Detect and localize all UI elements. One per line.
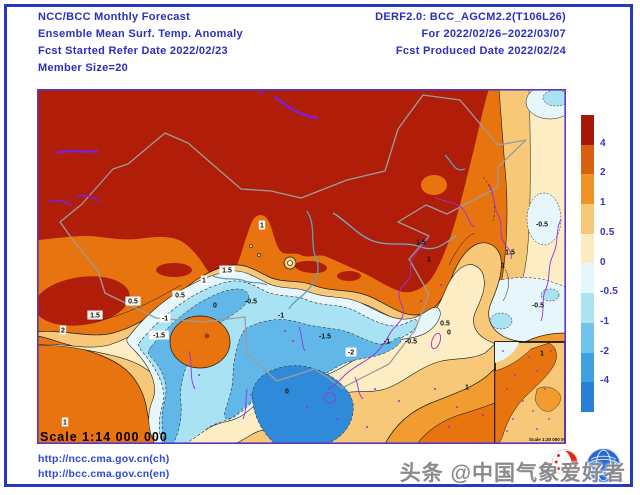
colorbar: 4 2 1 0.5 0 -0.5 -1 -2 -4	[581, 115, 640, 415]
watermark-text: 头条 @中国气象爱好者	[399, 462, 626, 485]
contour-strokes	[96, 232, 509, 322]
coastline-purple	[188, 183, 562, 420]
contour-label: 0	[447, 330, 451, 337]
contour-label-box	[149, 330, 169, 340]
colorbar-tick-label: 2	[600, 167, 606, 179]
contour-label-box	[125, 296, 141, 306]
colorbar-tick-label: -2	[600, 345, 610, 357]
contour-label: -1.5	[153, 333, 165, 340]
contour-labels: 0.511.510.51.52-1-1.5-0.50-1-1.5-2-1 -0.5…	[59, 220, 548, 427]
contour-label: 0	[285, 389, 289, 396]
contour-label-box	[219, 265, 235, 275]
contour-label-box	[258, 220, 266, 230]
colorbar-tick-label: 4	[600, 137, 606, 149]
colorbar-segment	[581, 263, 594, 294]
header-line: For 2022/02/26–2022/03/07	[421, 28, 566, 40]
contour-label-box	[61, 417, 69, 427]
province-dots	[198, 284, 484, 428]
contour-label: 0.5	[440, 321, 450, 328]
contour-label-box	[345, 347, 357, 357]
contour-label: 0.5	[128, 299, 138, 306]
zone-interior-patches	[169, 244, 297, 369]
contour-label: -0.5	[405, 339, 417, 346]
colorbar-segment	[581, 144, 594, 175]
contour-label: -1	[384, 339, 390, 346]
colorbar-tick-label: 0.5	[600, 226, 615, 238]
contour-label-box	[172, 290, 188, 300]
contour-label: 0	[213, 303, 217, 310]
map-svg: Scale 1:30 000 000 0.511.510.51.52-1-1.5…	[37, 89, 566, 444]
header-line: Member Size=20	[38, 62, 129, 74]
zone-east-sea	[472, 89, 566, 356]
header-left: NCC/BCC Monthly Forecast Ensemble Mean Su…	[38, 9, 243, 77]
contour-label: -0.5	[245, 299, 257, 306]
contour-label-box	[200, 275, 208, 285]
anomaly-map: Scale 1:30 000 000 0.5 1 1.5 1 0.5 1.5 2 -1 -1.5…	[37, 89, 566, 444]
contour-label: 1	[202, 278, 206, 285]
contour-label-box	[59, 325, 67, 335]
contour-label: 1	[427, 257, 431, 264]
contour-label: 1	[63, 420, 67, 427]
footer-link[interactable]: http://ncc.cma.gov.cn(ch)	[38, 453, 170, 465]
contour-label: 1.5	[90, 313, 100, 320]
contour-label: -0.5	[536, 222, 548, 229]
header-line: Ensemble Mean Surf. Temp. Anomaly	[38, 28, 243, 40]
colorbar-segment	[581, 352, 594, 383]
contour-label: -1	[162, 316, 168, 323]
contour-label: 1.5	[505, 250, 515, 257]
footer-link[interactable]: http://bcc.cma.gov.cn(en)	[38, 468, 170, 480]
map-frame	[37, 89, 566, 444]
colorbar-tick-label: -0.5	[600, 286, 619, 298]
colorbar-segment	[581, 322, 594, 353]
weather-globe-logo-icon	[585, 447, 622, 484]
cma-logo-icon	[551, 448, 579, 476]
header-line: DERF2.0: BCC_AGCM2.2(T106L26)	[375, 11, 566, 23]
contour-label: 1.5	[222, 268, 232, 275]
colorbar-segment	[581, 233, 594, 264]
colorbar-tick-label: -4	[600, 375, 610, 387]
header-line: NCC/BCC Monthly Forecast	[38, 11, 191, 23]
contour-label: 0.5	[175, 293, 185, 300]
contour-label: -2	[348, 350, 354, 357]
contour-label: 1	[501, 263, 505, 270]
header-right: DERF2.0: BCC_AGCM2.2(T106L26) For 2022/02…	[375, 9, 566, 60]
contour-label: 1	[260, 223, 264, 230]
header-line: Fcst Started Refer Date 2022/02/23	[38, 45, 228, 57]
contour-label: -1.5	[319, 334, 331, 341]
map-scale-label: Scale 1:14 000 000	[40, 430, 168, 444]
river-lines	[212, 154, 466, 310]
contour-label: 2	[61, 328, 65, 335]
contour-label: 1	[465, 385, 469, 392]
contour-label: 1	[540, 351, 544, 358]
contour-label-box	[159, 313, 171, 323]
contour-label: -1	[278, 313, 284, 320]
colorbar-segments	[581, 115, 640, 412]
colorbar-tick-label: 1	[600, 197, 606, 209]
inset-map: Scale 1:30 000 000	[494, 341, 566, 444]
china-border	[59, 94, 527, 389]
colorbar-segment	[581, 115, 594, 145]
contour-label-box	[87, 310, 103, 320]
header-line: Fcst Produced Date 2022/02/24	[395, 45, 566, 57]
footer-links: http://ncc.cma.gov.cn(ch) http://bcc.cma.…	[38, 452, 169, 482]
inset-scale-label: Scale 1:30 000 000	[529, 437, 566, 442]
colorbar-tick-label: -1	[600, 315, 610, 327]
north-violet-squiggles	[48, 91, 319, 206]
contour-label: 1.5	[416, 240, 426, 247]
colorbar-segment	[581, 382, 594, 412]
colorbar-segment	[581, 293, 594, 323]
contour-label: -0.5	[532, 303, 544, 310]
colorbar-segment	[581, 174, 594, 205]
colorbar-tick-label: 0	[600, 256, 606, 268]
colorbar-segment	[581, 204, 594, 234]
